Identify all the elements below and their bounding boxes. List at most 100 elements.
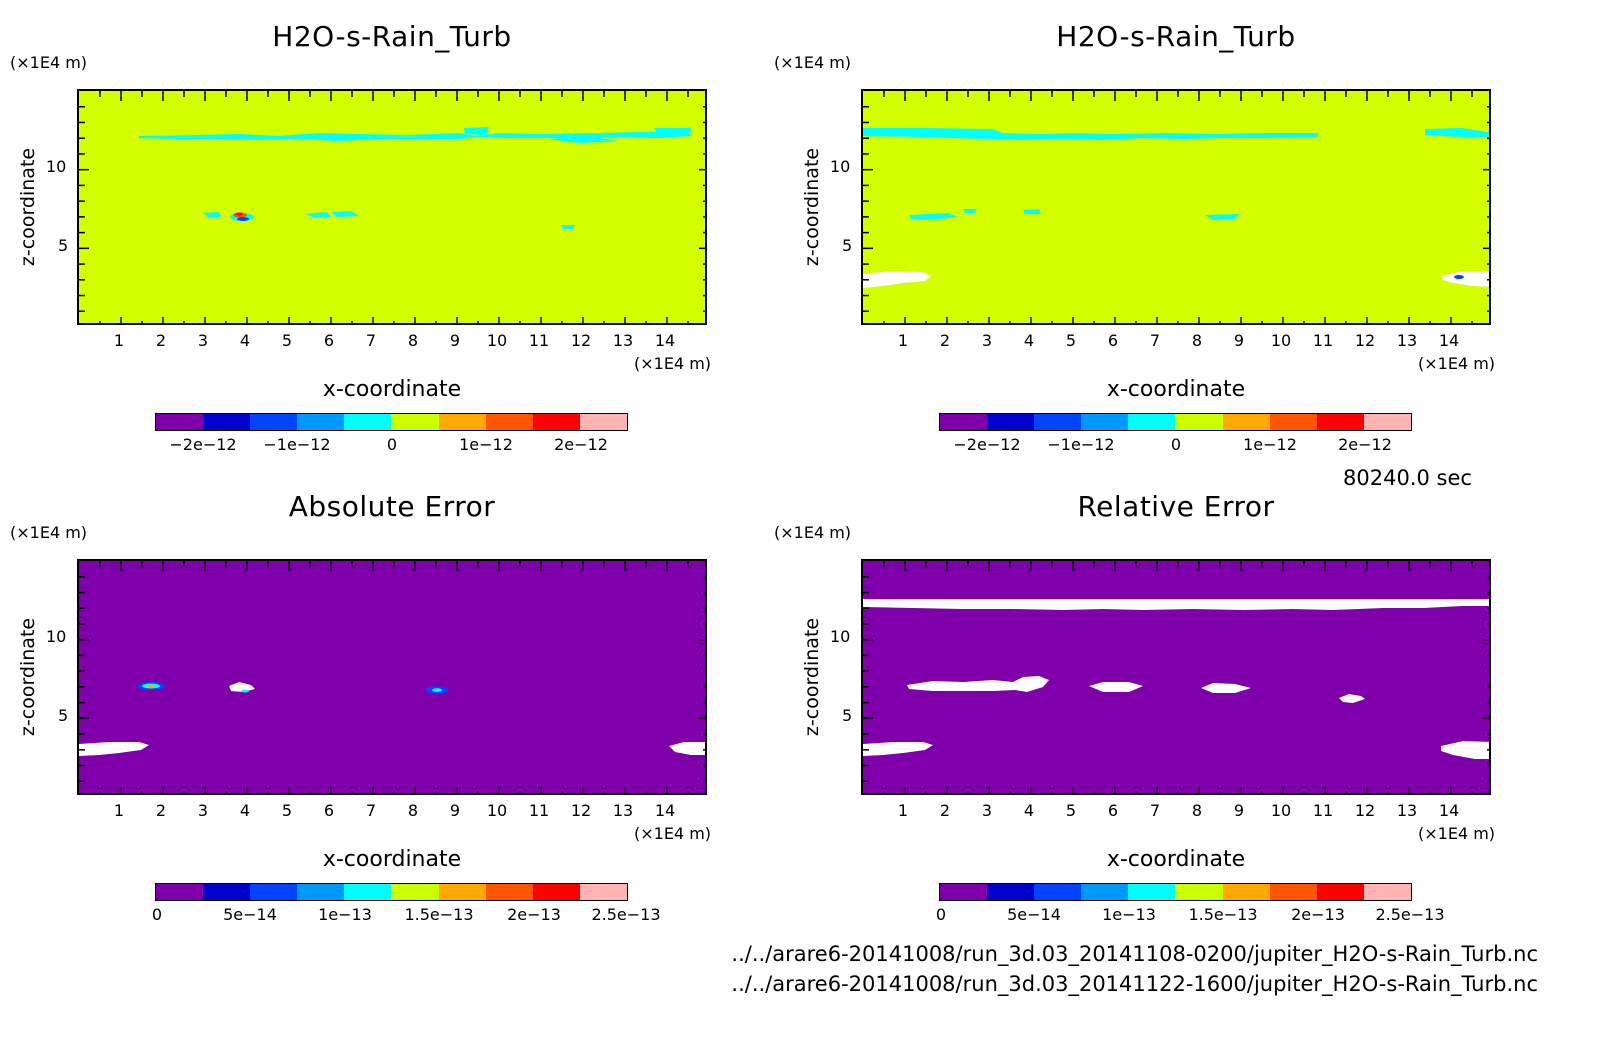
panel1-cyan-band [139, 131, 691, 141]
panel1-x-tick-1: 1 [113, 331, 125, 350]
colorbar-swatch-6 [1175, 884, 1223, 900]
panel1-plot-area [77, 89, 707, 325]
panel4-y-axis-label: z-coordinate [801, 617, 823, 737]
panel2-colorbar-label-1: −2e−12 [953, 435, 1021, 454]
colorbar-swatch-10 [1363, 414, 1411, 430]
panel3-title: Absolute Error [288, 490, 496, 523]
panel2-colorbar-label-5: 2e−12 [1338, 435, 1392, 454]
panel4-colorbar-label-4: 1.5e−13 [1188, 905, 1258, 924]
panel2-x-tick-9: 9 [1233, 331, 1245, 350]
colorbar-swatch-5 [344, 414, 392, 430]
colorbar-swatch-7 [438, 884, 486, 900]
colorbar-swatch-3 [1034, 414, 1082, 430]
panel4-colorbar-label-5: 2e−13 [1291, 905, 1345, 924]
file-path-2: ../../arare6-20141008/run_3d.03_20141122… [731, 972, 1538, 996]
panel1-cyan-patch-2 [305, 212, 331, 218]
panel4-colorbar-label-3: 1e−13 [1102, 905, 1156, 924]
panel3-plot-area [77, 559, 707, 795]
panel2-y-unit: (×1E4 m) [774, 53, 852, 72]
colorbar-swatch-2 [987, 884, 1035, 900]
panel3-x-axis-label: x-coordinate [322, 847, 462, 872]
panel1-colorbar-label-1: −2e−12 [169, 435, 237, 454]
panel2-x-tick-13: 13 [1396, 331, 1418, 350]
panel1-colorbar-label-3: 0 [386, 435, 398, 454]
colorbar-swatch-4 [297, 414, 345, 430]
panel1-x-tick-6: 6 [323, 331, 335, 350]
file-path-1: ../../arare6-20141008/run_3d.03_20141108… [731, 942, 1538, 966]
colorbar-swatch-10 [1363, 884, 1411, 900]
panel1-x-tick-9: 9 [449, 331, 461, 350]
panel2-y-axis-label: z-coordinate [801, 147, 823, 267]
panel1-x-tick-5: 5 [281, 331, 293, 350]
panel2-missing-right [1441, 271, 1489, 287]
colorbar-swatch-10 [579, 884, 627, 900]
panel3-colorbar-label-3: 1e−13 [318, 905, 372, 924]
panel4-x-tick-13: 13 [1396, 801, 1418, 820]
panel3-x-tick-5: 5 [281, 801, 293, 820]
panel1-x-tick-12: 12 [570, 331, 592, 350]
panel3-colorbar-label-5: 2e−13 [507, 905, 561, 924]
colorbar-swatch-9 [1316, 414, 1364, 430]
colorbar-swatch-1 [940, 884, 988, 900]
panel2-colorbar-label-4: 1e−12 [1243, 435, 1297, 454]
panel4-x-tick-7: 7 [1149, 801, 1161, 820]
panel1-x-tick-10: 10 [486, 331, 508, 350]
colorbar-swatch-8 [485, 414, 533, 430]
panel4-x-tick-10: 10 [1270, 801, 1292, 820]
panel4-colorbar-label-1: 0 [935, 905, 947, 924]
panel1-cyan-patch-4 [561, 225, 575, 229]
panel1-y-unit: (×1E4 m) [10, 53, 88, 72]
panel2-x-tick-6: 6 [1107, 331, 1119, 350]
panel4-x-tick-9: 9 [1233, 801, 1245, 820]
colorbar-swatch-5 [1128, 884, 1176, 900]
colorbar-swatch-9 [532, 884, 580, 900]
panel4-x-tick-5: 5 [1065, 801, 1077, 820]
colorbar-swatch-1 [940, 414, 988, 430]
panel4-x-tick-6: 6 [1107, 801, 1119, 820]
panel2-cyan-patch-2 [963, 209, 977, 213]
colorbar-swatch-3 [250, 414, 298, 430]
panel3-x-tick-10: 10 [486, 801, 508, 820]
panel4-x-tick-1: 1 [897, 801, 909, 820]
panel1-x-tick-3: 3 [197, 331, 209, 350]
panel2-plot-area [861, 89, 1491, 325]
panel4-x-unit: (×1E4 m) [1418, 824, 1496, 843]
colorbar-swatch-6 [391, 414, 439, 430]
panel3-colorbar-label-6: 2.5e−13 [591, 905, 661, 924]
colorbar-swatch-5 [344, 884, 392, 900]
panel3-x-tick-14: 14 [654, 801, 676, 820]
panel3-y-axis-label: z-coordinate [17, 617, 39, 737]
panel1-colorbar [155, 413, 628, 431]
panel4-x-tick-3: 3 [981, 801, 993, 820]
colorbar-swatch-7 [1222, 414, 1270, 430]
panel1-x-tick-14: 14 [654, 331, 676, 350]
panel1-x-tick-13: 13 [612, 331, 634, 350]
panel3-x-tick-3: 3 [197, 801, 209, 820]
panel4-colorbar-label-2: 5e−14 [1007, 905, 1061, 924]
panel1-cyan-patch-1 [203, 212, 221, 218]
colorbar-swatch-9 [1316, 884, 1364, 900]
colorbar-swatch-3 [250, 884, 298, 900]
panel3-field [79, 561, 705, 793]
colorbar-swatch-8 [1269, 414, 1317, 430]
colorbar-swatch-2 [987, 414, 1035, 430]
panel3-missing-mid [229, 682, 255, 692]
colorbar-swatch-6 [391, 884, 439, 900]
panel2-y-tick-10: 10 [830, 157, 851, 176]
panel3-y-tick-5: 5 [58, 706, 69, 725]
panel2-x-tick-4: 4 [1023, 331, 1035, 350]
panel2-x-tick-7: 7 [1149, 331, 1161, 350]
panel1-cyan-band-c [549, 138, 619, 143]
panel4-missing-band [863, 599, 1489, 610]
panel2-field [863, 91, 1489, 323]
panel3-hot-spot [137, 682, 165, 690]
panel4-missing-patch-4 [1339, 694, 1365, 703]
colorbar-swatch-4 [1081, 414, 1129, 430]
panel1-x-tick-8: 8 [407, 331, 419, 350]
colorbar-swatch-9 [532, 414, 580, 430]
panel1-y-tick-10: 10 [46, 157, 67, 176]
panel3-x-tick-8: 8 [407, 801, 419, 820]
panel1-y-tick-5: 5 [58, 236, 69, 255]
colorbar-swatch-7 [438, 414, 486, 430]
panel2-title: H2O-s-Rain_Turb [1056, 20, 1296, 53]
